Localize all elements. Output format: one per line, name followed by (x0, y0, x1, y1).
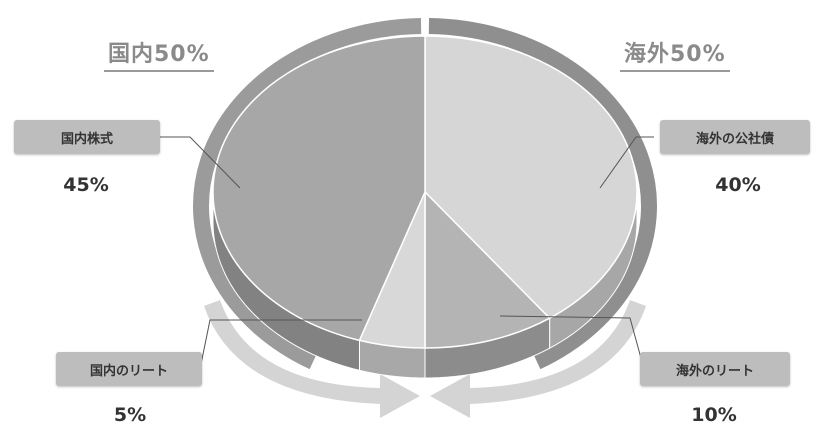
overseas-arrow (430, 300, 646, 418)
slice-value-domestic-reit: 5% (113, 404, 147, 426)
slice-label-domestic-reit: 国内のリート (56, 352, 202, 386)
domestic-ring (193, 18, 422, 370)
leader-domestic-reit (199, 319, 362, 370)
slice-value-overseas-bonds: 40% (715, 174, 761, 196)
slice-label-domestic-stocks: 国内株式 (14, 120, 160, 154)
domestic-arrow (204, 300, 420, 418)
pie-3d (212, 35, 638, 379)
leader-lines (160, 136, 654, 370)
slice-0 (212, 35, 426, 342)
leader-overseas-reit (499, 315, 645, 370)
group-rings (193, 18, 657, 370)
slice-value-overseas-reit: 10% (691, 404, 737, 426)
leader-domestic-stocks (160, 136, 241, 189)
domestic-group-title: 国内50% (104, 36, 214, 72)
leader-overseas-bonds (599, 136, 654, 189)
slice-2 (424, 190, 551, 349)
overseas-ring (428, 18, 657, 370)
overseas-group-title: 海外50% (620, 36, 730, 72)
slice-3 (424, 35, 638, 320)
slice-value-domestic-stocks: 45% (63, 174, 109, 196)
slice-label-overseas-reit: 海外のリート (640, 352, 790, 386)
slice-label-overseas-bonds: 海外の公社債 (660, 120, 810, 154)
arrows (204, 300, 646, 418)
